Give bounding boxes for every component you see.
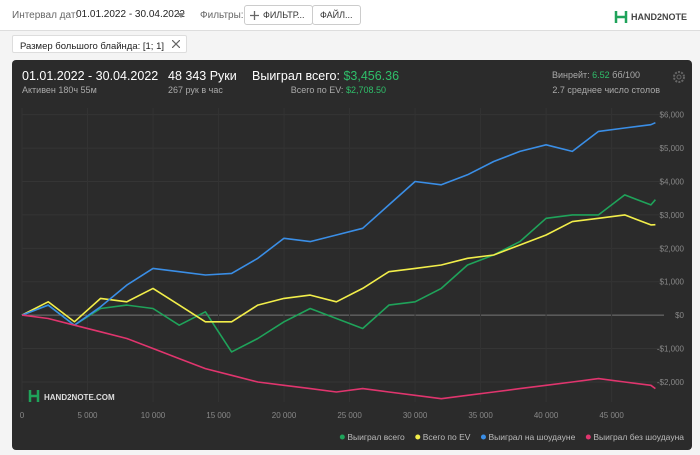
chip-text: Размер большого блайнда: [1; 1] [20,41,165,52]
x-tick-label: 20 000 [272,411,297,420]
active-time: Активен 180ч 55м [22,85,97,95]
settings-icon[interactable] [672,70,686,84]
won-label-text: Выиграл всего: [252,69,340,83]
filter-chip[interactable]: Размер большого блайнда: [1; 1] [12,35,188,53]
y-tick-label: $5,000 [660,144,685,153]
ev-label: Всего по EV: [290,85,344,95]
chart-panel: 01.01.2022 - 30.04.2022 Активен 180ч 55м… [12,60,692,450]
file-button[interactable]: ФАЙЛ... [312,5,361,25]
filter-button-text: ФИЛЬТР... [263,10,305,20]
x-tick-label: 40 000 [534,411,559,420]
legend-label: Выиграл на шоудауне [488,432,575,442]
close-icon[interactable] [172,40,181,48]
x-tick-label: 10 000 [141,411,166,420]
logo: HAND2NOTE [631,12,688,22]
legend-marker [480,434,486,440]
watermark-icon [28,390,40,402]
hands: 48 343 Руки [168,69,237,83]
y-tick-label: $2,000 [660,244,685,253]
legend-label: Выиграл без шоудауна [593,432,684,442]
chart: -$2,000 -$1,000 $0 $1,000 $2,000 $3,000 $4,000… [20,108,685,442]
legend-marker [585,434,591,440]
watermark: HAND2NOTE.COM [44,393,115,402]
x-tick-label: 25 000 [337,411,362,420]
series-line [21,214,656,323]
plus-icon [250,11,259,20]
y-tick-label: $0 [675,311,684,320]
winrate-label: Винрейт: [551,70,590,80]
y-tick-label: $6,000 [660,111,685,120]
hands-rate: 267 рук в час [168,85,223,95]
winrate-unit: бб/100 [612,70,640,80]
series-line [21,194,657,353]
logo-icon [614,11,628,23]
series-line [21,121,656,326]
x-tick-label: 30 000 [403,411,428,420]
date-value[interactable]: 01.01.2022 - 30.04.2022 [76,9,185,20]
y-tick-label: -$2,000 [657,378,685,387]
winrate-value: 6.52 [592,70,610,80]
filter-button[interactable]: ФИЛЬТР... [244,5,313,25]
filters-label: Фильтры: [200,10,244,21]
period: 01.01.2022 - 30.04.2022 [22,69,159,83]
y-tick-label: -$1,000 [657,345,685,354]
y-tick-label: $4,000 [660,178,685,187]
x-tick-label: 5 000 [77,411,98,420]
x-tick-label: 0 [20,411,25,420]
x-tick-label: 35 000 [468,411,493,420]
legend-marker [415,434,421,440]
x-tick-label: 15 000 [206,411,231,420]
legend-marker [339,434,345,440]
file-button-text: ФАЙЛ... [320,10,353,20]
dropdown-arrow[interactable] [177,13,185,18]
toolbar: Интервал дат: 01.01.2022 - 30.04.2022 Фи… [0,0,700,31]
date-label: Интервал дат: [12,10,79,21]
tables: 2.7 среднее число столов [552,85,660,95]
ev-value: $2,708.50 [345,85,386,95]
x-tick-label: 45 000 [599,411,624,420]
series-line [21,314,656,400]
won-value: $3,456.36 [343,69,400,83]
y-tick-label: $3,000 [660,211,685,220]
y-tick-label: $1,000 [660,278,685,287]
legend-label: Всего по EV [423,432,471,442]
ev: Всего по EV: $2,708.50 [291,85,386,95]
winrate: Винрейт: 6.52 бб/100 [552,70,640,80]
legend-label: Выиграл всего [347,432,405,442]
won-label: Выиграл всего: $3,456.36 [252,69,399,83]
